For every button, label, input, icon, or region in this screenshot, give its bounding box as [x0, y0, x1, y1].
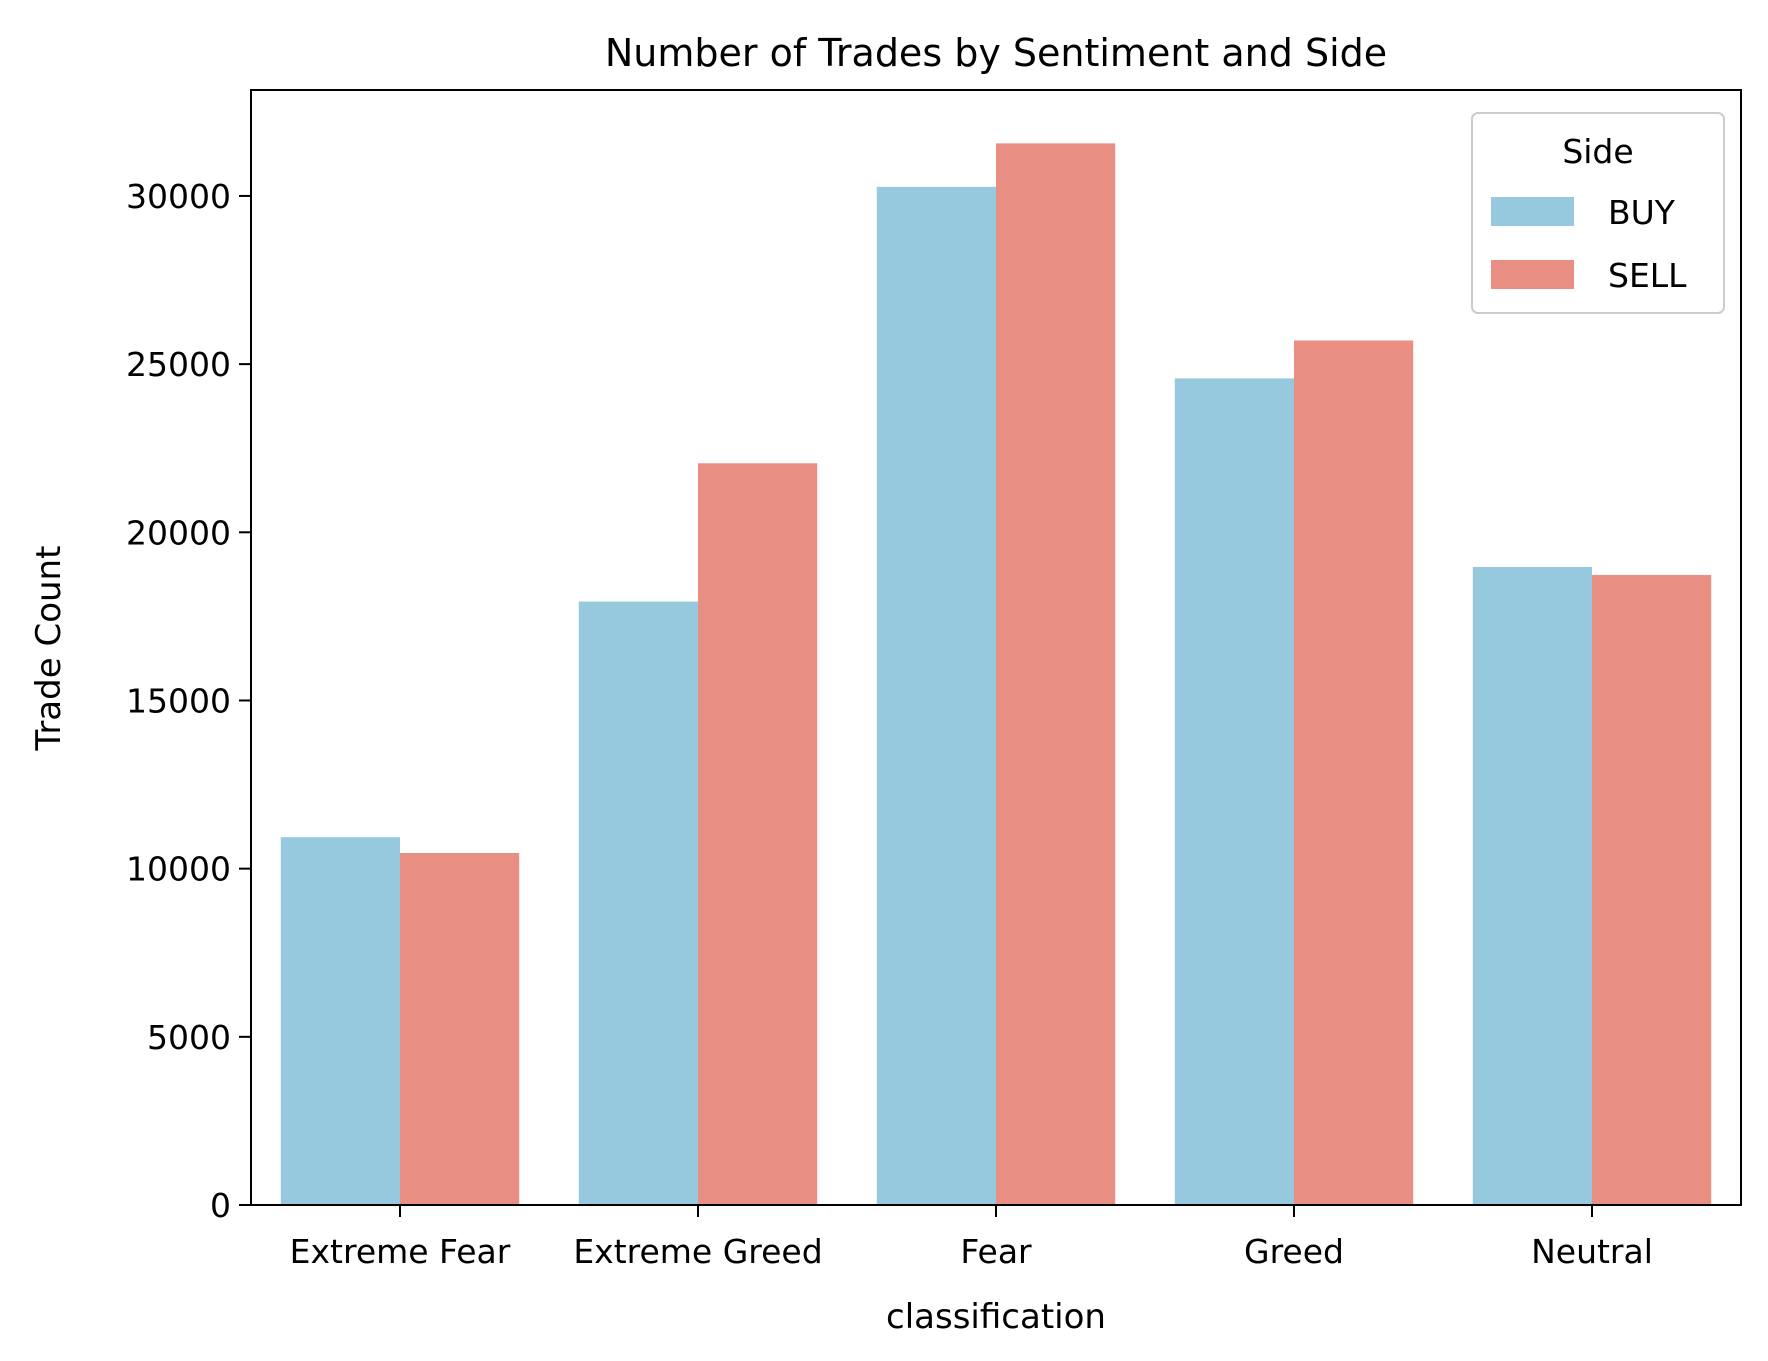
y-tick-label: 15000: [126, 681, 231, 720]
legend-title: Side: [1562, 132, 1633, 171]
bar-sell-fear: [996, 143, 1116, 1205]
x-tick-label: Greed: [1244, 1232, 1344, 1271]
x-tick-label: Fear: [960, 1232, 1032, 1271]
bar-sell-extreme-greed: [698, 463, 818, 1206]
y-axis-label: Trade Count: [29, 546, 69, 752]
bar-buy-greed: [1174, 378, 1294, 1205]
y-tick-label: 10000: [126, 850, 231, 889]
bar-sell-extreme-fear: [400, 853, 520, 1205]
bars-group: [280, 143, 1712, 1206]
y-tick-label: 5000: [147, 1018, 231, 1057]
x-tick-label: Extreme Fear: [290, 1232, 511, 1271]
x-axis-ticks: Extreme Fear Extreme Greed Fear Greed Neutra…: [290, 1205, 1653, 1271]
legend-swatch-sell: [1491, 260, 1574, 289]
y-tick-label: 30000: [126, 177, 231, 216]
x-tick-label: Extreme Greed: [573, 1232, 822, 1271]
x-tick-label: Neutral: [1531, 1232, 1653, 1271]
legend-label-buy: BUY: [1608, 193, 1676, 232]
y-tick-label: 25000: [126, 345, 231, 384]
legend-label-sell: SELL: [1608, 256, 1687, 295]
bar-sell-neutral: [1592, 574, 1712, 1205]
chart-title: Number of Trades by Sentiment and Side: [605, 31, 1387, 75]
y-tick-label: 20000: [126, 513, 231, 552]
legend: Side BUY SELL: [1471, 112, 1725, 314]
x-axis-label: classification: [886, 1297, 1106, 1337]
bar-buy-extreme-fear: [280, 837, 400, 1205]
bar-buy-neutral: [1472, 566, 1592, 1205]
legend-swatch-buy: [1491, 197, 1574, 226]
bar-buy-extreme-greed: [578, 601, 698, 1205]
bar-buy-fear: [876, 186, 996, 1205]
bar-sell-greed: [1294, 340, 1414, 1205]
y-tick-label: 0: [210, 1186, 231, 1225]
y-axis-ticks: 0 5000 10000 15000 20000 25000 30000: [126, 177, 251, 1225]
